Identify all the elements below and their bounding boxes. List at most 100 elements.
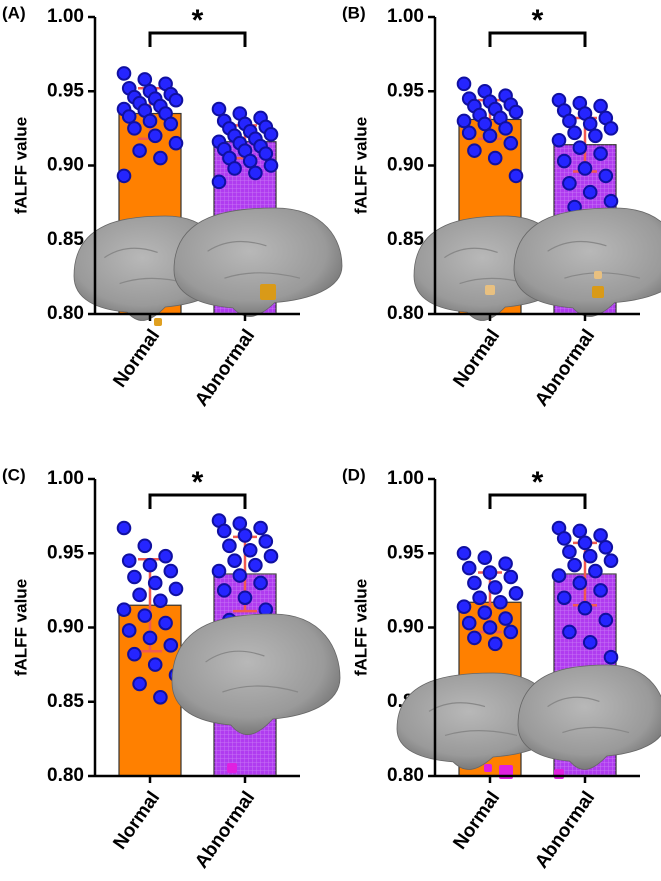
x-tick-label: Normal	[109, 788, 164, 854]
data-point	[582, 116, 598, 132]
data-point	[116, 602, 132, 617]
data-point	[216, 583, 232, 598]
data-point	[263, 127, 279, 142]
data-point	[551, 568, 567, 583]
panel-label: (C)	[2, 465, 26, 484]
data-point	[461, 560, 477, 576]
data-point	[116, 168, 132, 184]
data-point	[593, 583, 608, 598]
brain-image	[173, 207, 343, 317]
data-point	[562, 544, 577, 560]
panel: (A) fALFF value 0.80 0.85 0.90 0.95 1.00 Normal…	[2, 3, 343, 411]
panel-label: (D)	[342, 465, 366, 484]
data-point	[487, 580, 503, 595]
data-point	[258, 146, 274, 161]
activation-spot	[554, 769, 564, 779]
panel: (B) fALFF value 0.80 0.85 0.90 0.95 1.00 Normal…	[342, 3, 661, 410]
data-point	[211, 563, 227, 579]
y-axis-label: fALFF value	[11, 579, 30, 676]
data-point	[227, 161, 242, 176]
brain-sulcus	[428, 702, 518, 736]
activation-spot	[484, 764, 492, 772]
data-point	[158, 548, 173, 564]
data-point	[572, 140, 588, 155]
data-point	[137, 608, 153, 623]
data-point	[147, 575, 163, 591]
data-point	[508, 586, 524, 601]
data-point	[248, 165, 263, 181]
data-point	[598, 540, 614, 555]
data-point	[216, 523, 232, 539]
data-point	[482, 128, 498, 144]
data-point	[253, 575, 268, 591]
data-point	[556, 531, 572, 546]
data-point	[582, 184, 598, 200]
data-point	[137, 538, 153, 554]
data-point	[456, 599, 472, 615]
activation-spot	[260, 284, 276, 300]
data-point	[158, 615, 173, 631]
data-point	[456, 545, 472, 561]
data-point	[593, 98, 608, 114]
panel: (D)fALFF value0.800.850.900.951.00Normal…	[342, 465, 661, 872]
y-tick-label: 0.95	[47, 80, 84, 101]
data-point	[588, 128, 603, 144]
y-axis-label: fALFF value	[11, 117, 30, 214]
x-tick-label: Normal	[449, 788, 504, 854]
data-point	[603, 193, 619, 209]
data-point	[211, 101, 227, 117]
significance-label: *	[192, 466, 204, 499]
data-point	[461, 125, 477, 141]
data-point	[467, 575, 482, 591]
data-point	[168, 581, 184, 597]
activation-spot	[594, 271, 602, 279]
data-point	[163, 638, 179, 653]
panel: (C) fALFF value 0.80 0.85 0.90 0.95 1.00 Normal…	[2, 465, 341, 873]
data-point	[598, 612, 614, 628]
data-point	[562, 624, 577, 640]
data-point	[153, 689, 168, 705]
data-point	[477, 550, 493, 566]
data-point	[227, 553, 242, 568]
x-tick-label: Normal	[449, 326, 504, 392]
y-tick-label: 0.95	[387, 80, 424, 101]
data-point	[137, 72, 153, 87]
x-tick-label: Abnormal	[191, 788, 259, 873]
brain-sulcus	[547, 696, 630, 734]
data-point	[242, 542, 258, 558]
y-tick-label: 0.95	[47, 542, 84, 563]
y-tick-label: 1.00	[387, 468, 424, 489]
data-point	[588, 563, 603, 579]
data-point	[572, 523, 588, 539]
data-point	[121, 109, 137, 124]
y-tick-label: 0.85	[47, 229, 84, 250]
activation-spot	[592, 286, 604, 298]
data-point	[508, 104, 524, 120]
y-tick-label: 0.85	[47, 691, 84, 712]
significance-bracket	[148, 493, 247, 509]
significance-label: *	[532, 466, 544, 499]
data-point	[577, 161, 593, 176]
data-point	[121, 553, 137, 568]
brain-image	[517, 664, 661, 770]
data-point	[153, 593, 168, 609]
data-point	[211, 174, 227, 190]
x-tick-label: Abnormal	[191, 326, 259, 411]
significance-bracket	[488, 493, 587, 509]
data-point	[477, 605, 493, 620]
data-point	[498, 556, 513, 571]
data-point	[456, 113, 472, 129]
y-tick-label: 1.00	[47, 468, 84, 489]
data-point	[598, 168, 614, 184]
data-point	[142, 113, 158, 129]
data-point	[248, 557, 263, 573]
data-point	[556, 153, 572, 169]
y-tick-label: 1.00	[387, 6, 424, 27]
data-point	[263, 158, 279, 173]
data-point	[237, 528, 253, 543]
x-tick-label: Abnormal	[531, 326, 599, 411]
data-point	[142, 557, 158, 573]
y-axis-label: fALFF value	[351, 579, 370, 676]
data-point	[163, 563, 179, 579]
data-point	[461, 615, 477, 631]
